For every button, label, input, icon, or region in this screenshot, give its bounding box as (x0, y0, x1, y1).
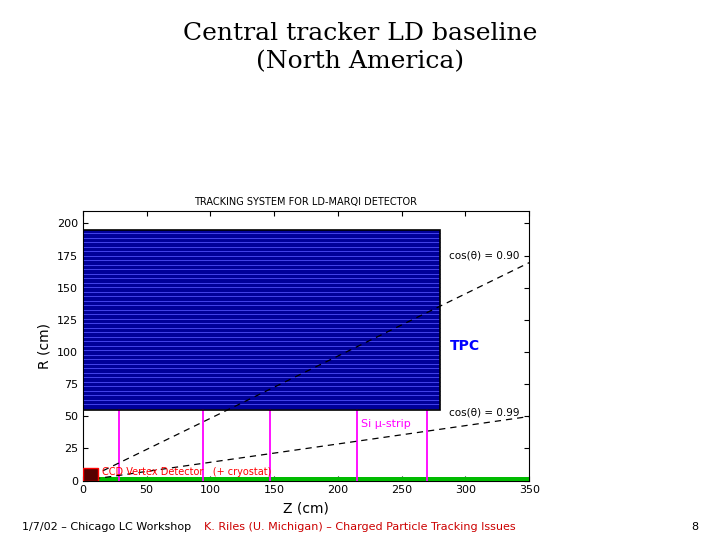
Text: 1/7/02 – Chicago LC Workshop: 1/7/02 – Chicago LC Workshop (22, 522, 191, 532)
Bar (83, 230, 440, 410)
Bar (83, 477, 529, 481)
Text: 8: 8 (691, 522, 698, 532)
Y-axis label: R (cm): R (cm) (37, 322, 51, 369)
Text: CCD Vertex Detector   (+ cryostat): CCD Vertex Detector (+ cryostat) (102, 467, 271, 477)
Text: cos(θ) = 0.90: cos(θ) = 0.90 (449, 251, 519, 261)
X-axis label: Z (cm): Z (cm) (283, 501, 329, 515)
Bar (83, 468, 98, 481)
Text: TRACKING SYSTEM FOR LD-MARQI DETECTOR: TRACKING SYSTEM FOR LD-MARQI DETECTOR (194, 197, 418, 207)
Text: TPC: TPC (450, 339, 480, 353)
Text: Si μ-strip: Si μ-strip (361, 419, 410, 429)
Bar (83, 230, 440, 410)
Text: K. Riles (U. Michigan) – Charged Particle Tracking Issues: K. Riles (U. Michigan) – Charged Particl… (204, 522, 516, 532)
Text: Central tracker LD baseline
(North America): Central tracker LD baseline (North Ameri… (183, 22, 537, 73)
Text: cos(θ) = 0.99: cos(θ) = 0.99 (449, 408, 519, 417)
